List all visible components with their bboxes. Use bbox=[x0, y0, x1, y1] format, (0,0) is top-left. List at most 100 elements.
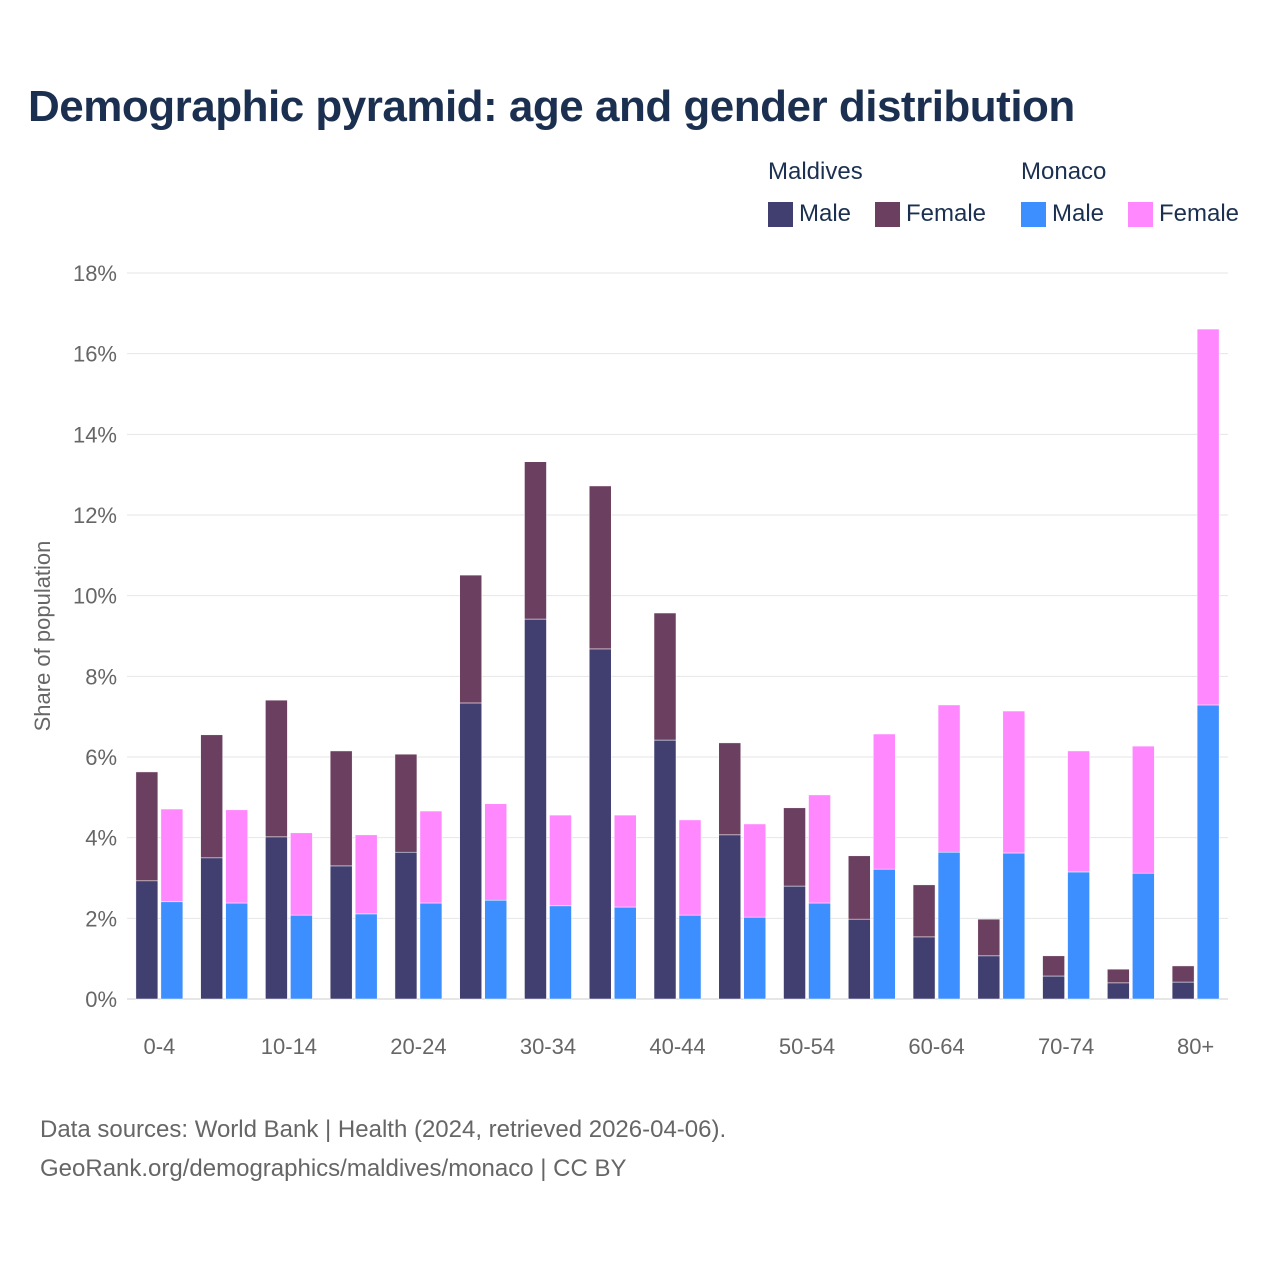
bar-maldives-female[interactable] bbox=[394, 753, 418, 853]
bar-monaco-female[interactable] bbox=[808, 794, 831, 904]
bar-maldives-female[interactable] bbox=[783, 807, 806, 887]
bar-maldives-female[interactable] bbox=[1171, 965, 1195, 983]
bar-monaco-female[interactable] bbox=[613, 814, 637, 908]
bar-maldives-female[interactable] bbox=[588, 485, 612, 650]
bar-monaco-male[interactable] bbox=[419, 902, 443, 1000]
x-tick-label: 10-14 bbox=[261, 1034, 317, 1059]
bar-maldives-male[interactable] bbox=[200, 857, 223, 1000]
bar-monaco-male[interactable] bbox=[613, 906, 637, 1000]
bar-maldives-female[interactable] bbox=[524, 461, 547, 620]
bar-monaco-male[interactable] bbox=[873, 868, 896, 1000]
footer-sources: Data sources: World Bank | Health (2024,… bbox=[40, 1116, 727, 1143]
bar-maldives-female[interactable] bbox=[329, 750, 353, 867]
y-tick-label: 12% bbox=[73, 503, 117, 528]
x-tick-label: 70-74 bbox=[1038, 1034, 1094, 1059]
bar-maldives-female[interactable] bbox=[848, 855, 871, 920]
bar-monaco-male[interactable] bbox=[1067, 871, 1090, 1000]
bar-monaco-female[interactable] bbox=[1132, 745, 1155, 874]
bar-monaco-female[interactable] bbox=[484, 803, 507, 901]
y-tick-label: 4% bbox=[85, 826, 117, 851]
bar-monaco-male[interactable] bbox=[225, 902, 248, 1000]
y-tick-label: 2% bbox=[85, 906, 117, 931]
bar-maldives-female[interactable] bbox=[200, 734, 223, 859]
bar-monaco-female[interactable] bbox=[937, 704, 961, 853]
bar-monaco-female[interactable] bbox=[225, 809, 248, 904]
bar-monaco-male[interactable] bbox=[160, 901, 184, 1000]
y-tick-label: 18% bbox=[73, 261, 117, 286]
bar-monaco-female[interactable] bbox=[873, 733, 896, 870]
bar-maldives-female[interactable] bbox=[653, 612, 677, 741]
legend-group-monaco: Monaco bbox=[1021, 158, 1107, 185]
bar-maldives-male[interactable] bbox=[1042, 975, 1065, 1000]
legend-swatch bbox=[1021, 201, 1046, 227]
bar-maldives-female[interactable] bbox=[718, 742, 742, 836]
legend-label: Male bbox=[1052, 200, 1105, 227]
legend-monaco-female[interactable]: Female bbox=[1128, 200, 1239, 228]
bar-monaco-female[interactable] bbox=[1002, 710, 1026, 854]
legend-label: Female bbox=[1159, 200, 1240, 227]
bar-maldives-male[interactable] bbox=[1171, 981, 1195, 1000]
bar-maldives-male[interactable] bbox=[329, 865, 353, 1000]
x-tick-label: 20-24 bbox=[390, 1034, 446, 1059]
bar-monaco-female[interactable] bbox=[678, 819, 702, 916]
bar-maldives-male[interactable] bbox=[718, 834, 742, 1000]
bar-maldives-male[interactable] bbox=[588, 648, 612, 1000]
bar-monaco-male[interactable] bbox=[678, 914, 702, 1000]
bar-monaco-male[interactable] bbox=[484, 899, 507, 1000]
x-tick-label: 60-64 bbox=[908, 1034, 964, 1059]
bar-monaco-male[interactable] bbox=[354, 913, 378, 1000]
x-tick-label: 40-44 bbox=[649, 1034, 705, 1059]
bar-maldives-female[interactable] bbox=[912, 884, 936, 938]
legend-swatch bbox=[875, 201, 900, 227]
bar-monaco-male[interactable] bbox=[290, 914, 313, 1000]
x-tick-label: 80+ bbox=[1177, 1034, 1214, 1059]
legend-maldives-female[interactable]: Female bbox=[875, 200, 986, 228]
bar-maldives-male[interactable] bbox=[135, 880, 159, 1000]
bar-maldives-male[interactable] bbox=[653, 739, 677, 1000]
bar-maldives-female[interactable] bbox=[265, 699, 288, 838]
bar-maldives-male[interactable] bbox=[912, 936, 936, 1000]
legend-group-maldives: Maldives bbox=[768, 158, 863, 185]
bar-maldives-male[interactable] bbox=[265, 836, 288, 1000]
bar-maldives-male[interactable] bbox=[394, 851, 418, 1000]
bar-monaco-male[interactable] bbox=[743, 916, 767, 1000]
bar-monaco-female[interactable] bbox=[290, 832, 313, 916]
bar-monaco-female[interactable] bbox=[743, 823, 767, 918]
y-tick-label: 14% bbox=[73, 422, 117, 447]
bar-maldives-male[interactable] bbox=[783, 885, 806, 1000]
legend-maldives-male[interactable]: Male bbox=[768, 200, 851, 228]
bar-maldives-male[interactable] bbox=[977, 955, 1001, 1000]
legend-swatch bbox=[1128, 201, 1153, 227]
y-axis-label: Share of population bbox=[30, 541, 55, 732]
y-tick-label: 0% bbox=[85, 987, 117, 1012]
bar-monaco-female[interactable] bbox=[160, 808, 184, 903]
y-tick-label: 6% bbox=[85, 745, 117, 770]
bar-maldives-female[interactable] bbox=[977, 918, 1001, 957]
bar-maldives-female[interactable] bbox=[459, 574, 482, 704]
bar-maldives-female[interactable] bbox=[1107, 968, 1130, 984]
bar-maldives-male[interactable] bbox=[524, 618, 547, 1000]
bar-monaco-female[interactable] bbox=[549, 814, 572, 907]
bar-monaco-male[interactable] bbox=[937, 851, 961, 1000]
bar-maldives-female[interactable] bbox=[1042, 955, 1065, 977]
bar-monaco-female[interactable] bbox=[1196, 328, 1220, 706]
y-tick-label: 10% bbox=[73, 584, 117, 609]
bar-monaco-male[interactable] bbox=[1002, 852, 1026, 1000]
bar-monaco-female[interactable] bbox=[354, 834, 378, 915]
bar-maldives-male[interactable] bbox=[1107, 982, 1130, 1000]
legend-label: Male bbox=[799, 200, 852, 227]
bar-monaco-female[interactable] bbox=[1067, 750, 1090, 873]
bar-monaco-female[interactable] bbox=[419, 810, 443, 904]
bar-maldives-female[interactable] bbox=[135, 771, 159, 882]
bar-maldives-male[interactable] bbox=[459, 702, 482, 1000]
legend-label: Female bbox=[906, 200, 987, 227]
footer-link[interactable]: GeoRank.org/demographics/maldives/monaco… bbox=[40, 1155, 627, 1182]
bar-monaco-male[interactable] bbox=[549, 905, 572, 1000]
bar-monaco-male[interactable] bbox=[1132, 872, 1155, 1000]
bar-monaco-male[interactable] bbox=[808, 902, 831, 1000]
bar-monaco-male[interactable] bbox=[1196, 704, 1220, 1000]
bar-maldives-male[interactable] bbox=[848, 918, 871, 1000]
legend-monaco-male[interactable]: Male bbox=[1021, 200, 1104, 228]
